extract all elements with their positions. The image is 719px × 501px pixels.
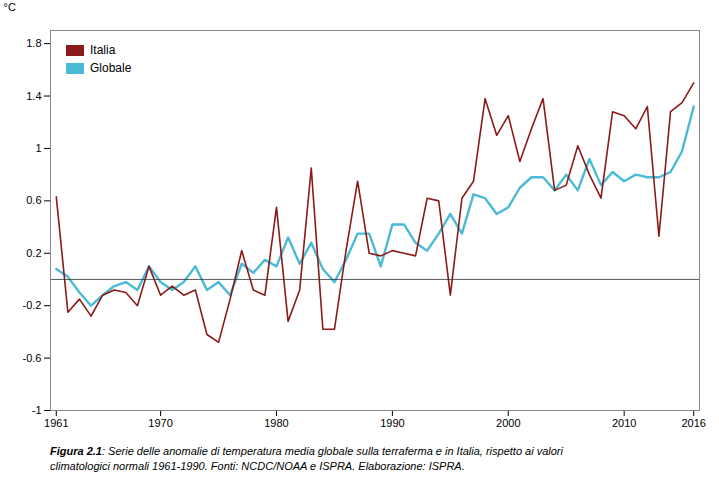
- svg-text:2010: 2010: [612, 417, 636, 429]
- svg-text:1970: 1970: [148, 417, 172, 429]
- svg-text:0.6: 0.6: [26, 194, 41, 206]
- html-text:Figura 2.1: Serie delle anomal: Figura 2.1: Serie delle anomalie di temp…: [50, 445, 563, 472]
- svg-text:1.8: 1.8: [26, 37, 41, 49]
- svg-text:-0.6: -0.6: [23, 352, 42, 364]
- svg-text:-1: -1: [32, 404, 42, 416]
- svg-text:1961: 1961: [44, 417, 68, 429]
- svg-text:2016: 2016: [681, 417, 705, 429]
- svg-text:2000: 2000: [496, 417, 520, 429]
- html-text:Italia: Italia: [90, 43, 116, 57]
- svg-text:-0.2: -0.2: [23, 299, 42, 311]
- svg-text:1990: 1990: [380, 417, 404, 429]
- svg-text:0.2: 0.2: [26, 247, 41, 259]
- html-text:Globale: Globale: [90, 61, 132, 75]
- svg-text:1: 1: [35, 142, 41, 154]
- svg-text:1.4: 1.4: [26, 90, 41, 102]
- svg-text:1980: 1980: [264, 417, 288, 429]
- svg-text:°C: °C: [4, 1, 16, 13]
